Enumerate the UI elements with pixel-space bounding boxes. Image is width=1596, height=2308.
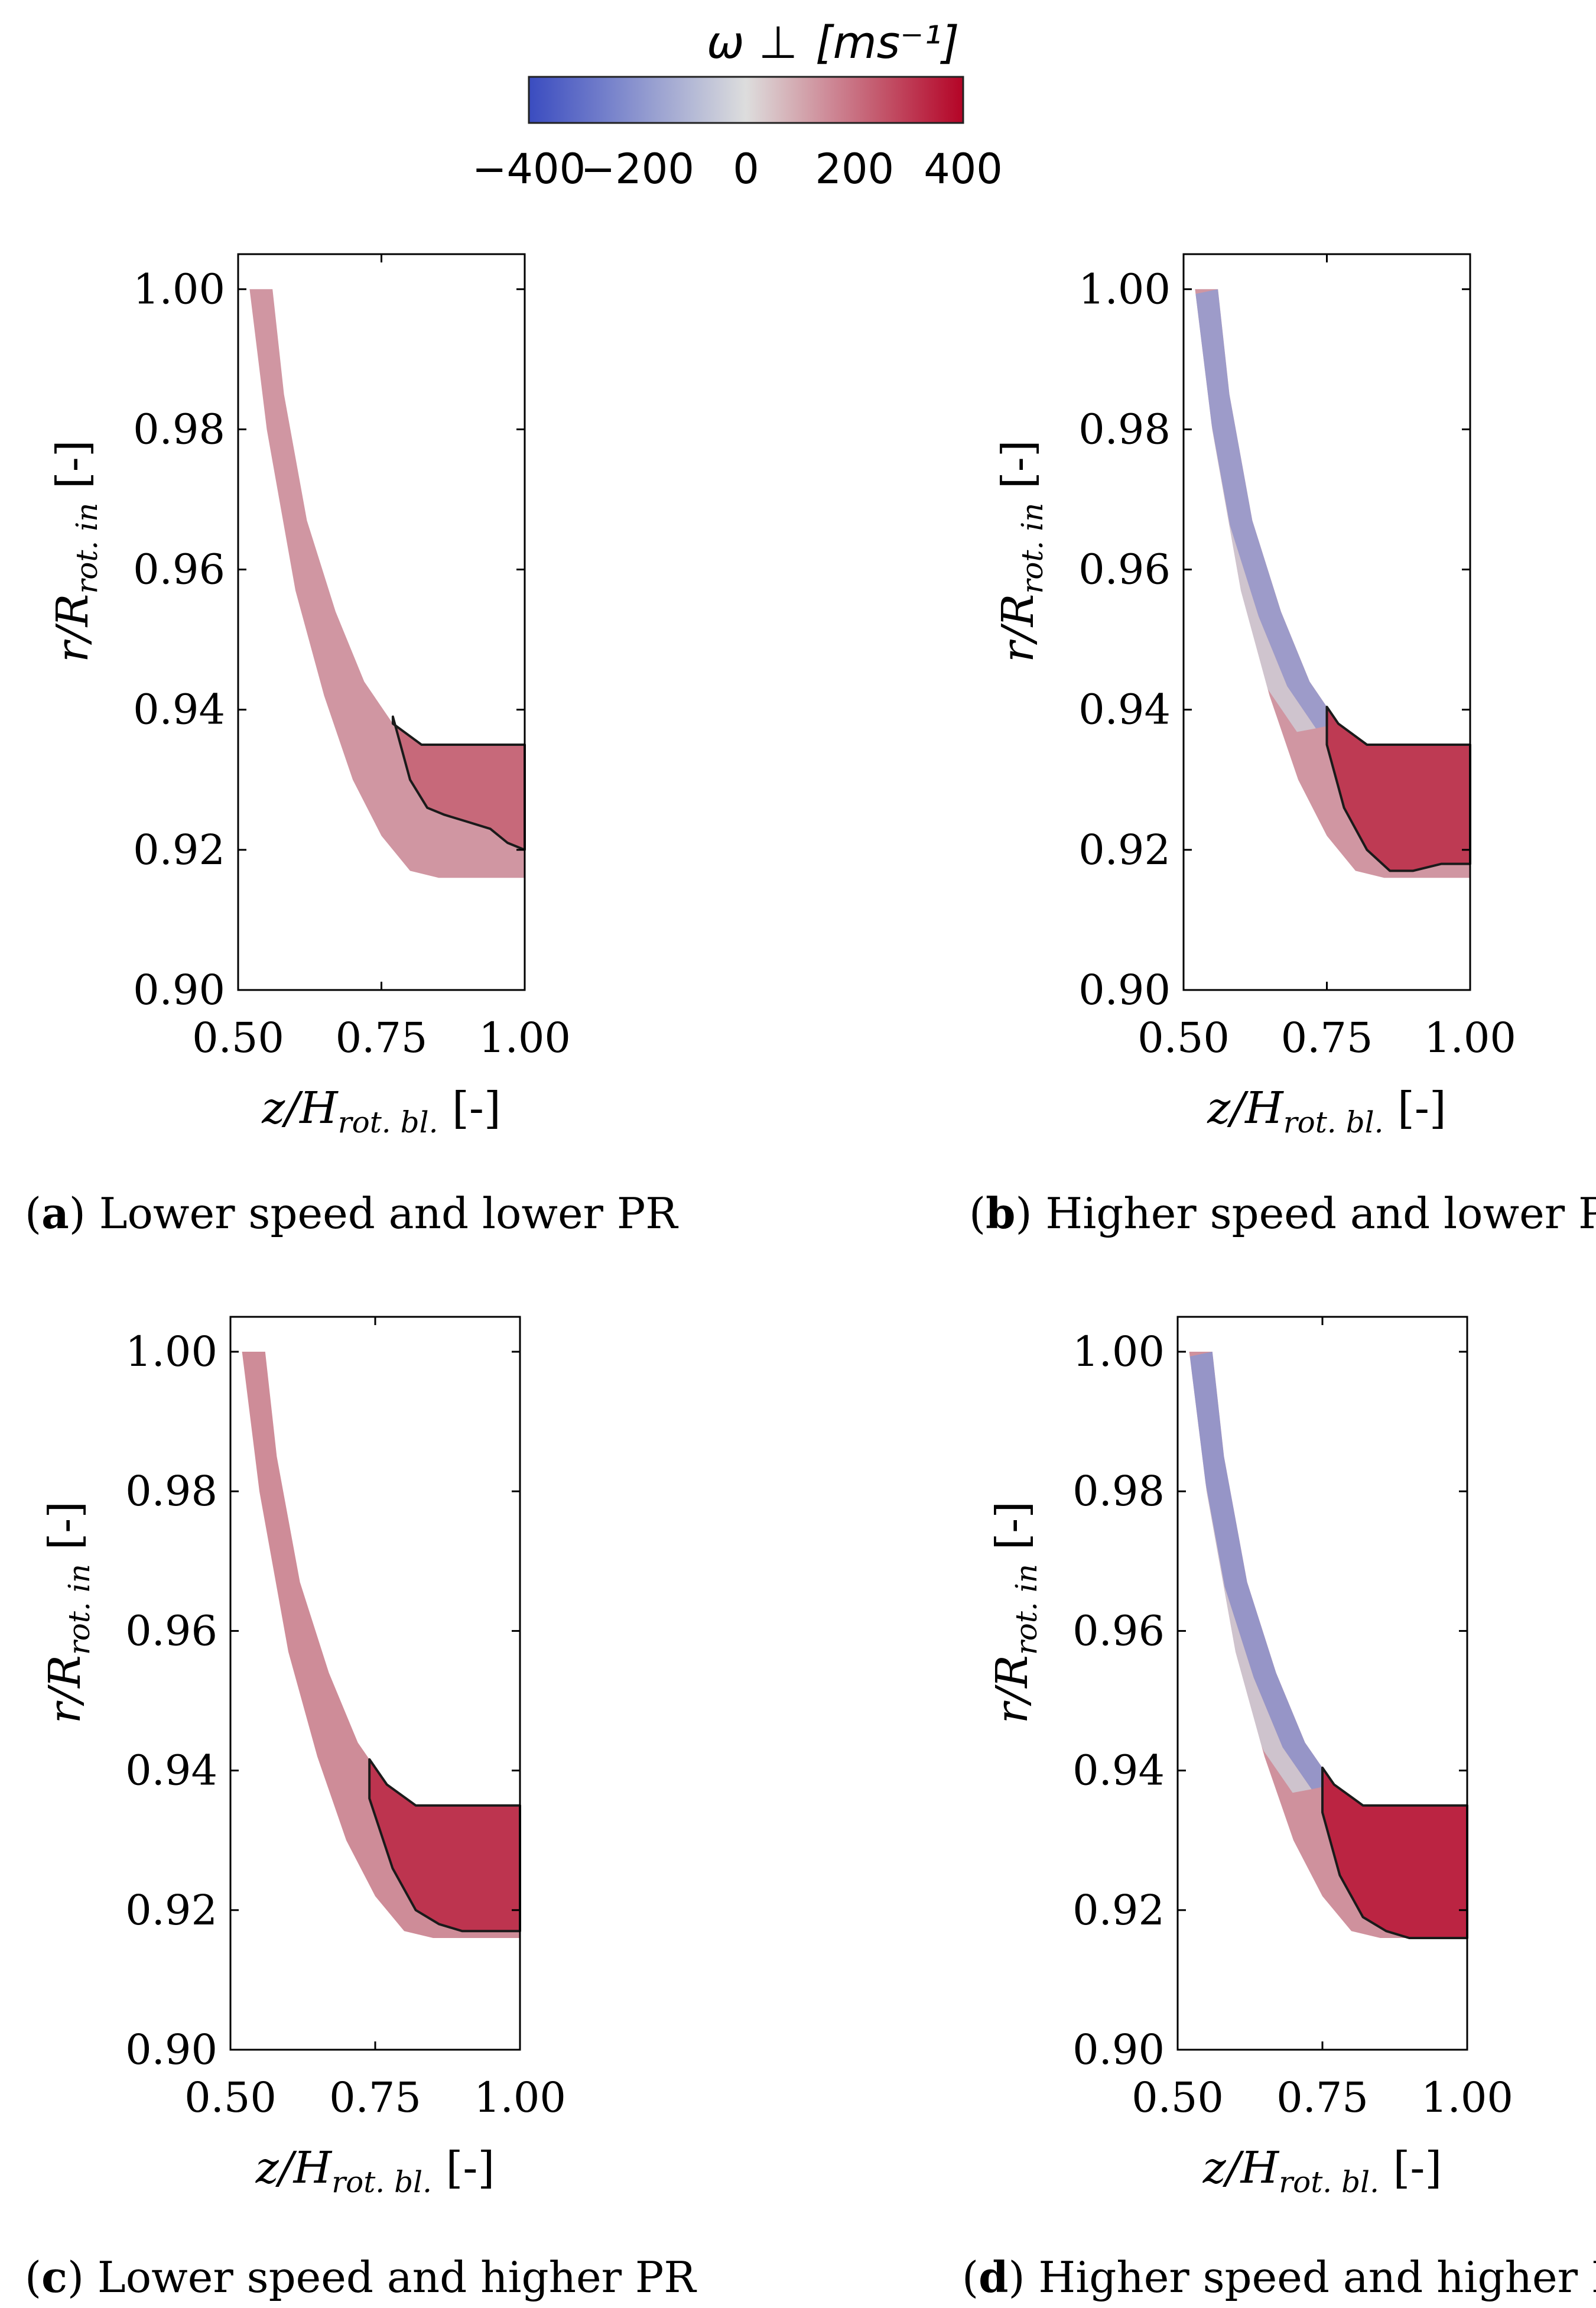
y-tick-label: 0.90 bbox=[1078, 966, 1171, 1014]
vorticity-field bbox=[242, 1352, 520, 1938]
panel-caption: (c) Lower speed and higher PR bbox=[25, 2252, 697, 2302]
field-base bbox=[249, 289, 525, 878]
axes-frame bbox=[1176, 1316, 1468, 2051]
cold-edge-band bbox=[1195, 289, 1338, 729]
y-tick-label: 0.92 bbox=[133, 826, 225, 874]
y-tick-label: 1.00 bbox=[1072, 1327, 1165, 1376]
x-tick-label: 1.00 bbox=[474, 2073, 566, 2122]
colorbar-tick-label: 400 bbox=[924, 145, 1003, 193]
x-axis-label: z/Hrot. bl. [-] bbox=[261, 1083, 501, 1140]
colorbar-gradient bbox=[528, 76, 964, 124]
x-tick-label: 1.00 bbox=[1424, 1014, 1516, 1062]
x-tick-label: 0.50 bbox=[1137, 1014, 1230, 1062]
panel-d: 0.90 0.92 0.94 0.96 0.98 1.00 0.50 0.75 1.00 z/Hr… bbox=[962, 1316, 1596, 2302]
y-tick-label: 0.98 bbox=[1072, 1467, 1165, 1515]
colorbar: ω ⊥ [ms⁻¹] −400−200 0 200 400 bbox=[472, 16, 1003, 193]
y-tick-label: 0.92 bbox=[1078, 826, 1171, 874]
y-tick-label: 0.94 bbox=[133, 686, 225, 734]
y-tick-label: 0.98 bbox=[133, 405, 225, 453]
x-tick-label: 0.50 bbox=[1132, 2073, 1224, 2122]
y-tick-label: 0.94 bbox=[1078, 686, 1171, 734]
y-tick-label: 0.90 bbox=[133, 966, 225, 1014]
y-tick-label: 0.98 bbox=[1078, 405, 1171, 453]
panel-a: 0.90 0.92 0.94 0.96 0.98 1.00 0.50 0.75 1.00 z/Hr… bbox=[25, 253, 678, 1238]
vorticity-field bbox=[249, 289, 525, 878]
y-tick-label: 0.90 bbox=[1072, 2025, 1165, 2074]
colorbar-tick-label: −400 bbox=[472, 145, 586, 193]
y-tick-label: 0.94 bbox=[125, 1747, 217, 1795]
tip-vortex-core bbox=[392, 716, 525, 850]
vortex-contour-line bbox=[1321, 1766, 1468, 1939]
vortex-contour-line bbox=[1325, 706, 1471, 872]
x-tick-label: 1.00 bbox=[1421, 2073, 1513, 2122]
x-tick-label: 0.50 bbox=[184, 2073, 277, 2122]
y-axis-label: r/Rrot. in [-] bbox=[47, 440, 104, 662]
field-base bbox=[1189, 1352, 1467, 1938]
axes-frame bbox=[237, 253, 526, 991]
cold-edge-band bbox=[1189, 1352, 1334, 1790]
y-tick-label: 0.96 bbox=[1072, 1606, 1165, 1655]
tip-vortex-core bbox=[1322, 1767, 1467, 1938]
colorbar-tick-label: −200 bbox=[581, 145, 694, 193]
x-tick-label: 0.75 bbox=[1276, 2073, 1369, 2122]
panel-c: 0.90 0.92 0.94 0.96 0.98 1.00 0.50 0.75 1.00 z/Hr… bbox=[25, 1316, 697, 2302]
y-tick-label: 0.96 bbox=[1078, 546, 1171, 594]
y-tick-label: 0.92 bbox=[125, 1886, 217, 1934]
vortex-contour-line bbox=[391, 715, 526, 851]
y-tick-label: 1.00 bbox=[1078, 265, 1171, 313]
x-tick-label: 0.75 bbox=[1281, 1014, 1373, 1062]
axes-frame bbox=[229, 1316, 521, 2051]
x-axis-label: z/Hrot. bl. [-] bbox=[255, 2143, 495, 2199]
x-tick-label: 1.00 bbox=[479, 1014, 571, 1062]
x-tick-label: 0.75 bbox=[336, 1014, 428, 1062]
y-axis-label: r/Rrot. in [-] bbox=[993, 440, 1049, 662]
y-tick-label: 0.96 bbox=[125, 1606, 217, 1655]
panel-caption: (a) Lower speed and lower PR bbox=[25, 1188, 678, 1238]
y-tick-label: 0.90 bbox=[125, 2025, 217, 2074]
colorbar-tick-label: 0 bbox=[733, 145, 759, 193]
y-tick-label: 1.00 bbox=[125, 1327, 217, 1376]
y-tick-label: 1.00 bbox=[133, 265, 225, 313]
y-tick-label: 0.92 bbox=[1072, 1886, 1165, 1934]
x-axis-label: z/Hrot. bl. [-] bbox=[1207, 1083, 1447, 1140]
field-base bbox=[1195, 289, 1470, 878]
panel-caption: (b) Higher speed and lower PR bbox=[969, 1188, 1596, 1238]
x-tick-label: 0.75 bbox=[329, 2073, 421, 2122]
y-tick-label: 0.96 bbox=[133, 546, 225, 594]
y-axis-label: r/Rrot. in [-] bbox=[40, 1501, 96, 1723]
y-axis-label: r/Rrot. in [-] bbox=[987, 1501, 1044, 1723]
field-base bbox=[242, 1352, 520, 1938]
colorbar-label: ω ⊥ bbox=[707, 16, 798, 69]
panel-b: 0.90 0.92 0.94 0.96 0.98 1.00 0.50 0.75 1.00 z/Hr… bbox=[969, 253, 1596, 1238]
axes-frame bbox=[1182, 253, 1471, 991]
x-axis-label: z/Hrot. bl. [-] bbox=[1202, 2143, 1442, 2199]
colorbar-tick-label: 200 bbox=[815, 145, 894, 193]
vorticity-field bbox=[1195, 289, 1470, 878]
vortex-contour-line bbox=[368, 1758, 521, 1933]
y-tick-label: 0.94 bbox=[1072, 1747, 1165, 1795]
panel-caption: (d) Higher speed and higher PR bbox=[962, 2252, 1596, 2302]
tip-vortex-core bbox=[1327, 707, 1470, 871]
vorticity-field bbox=[1189, 1352, 1467, 1938]
x-tick-label: 0.50 bbox=[192, 1014, 284, 1062]
tip-vortex-core bbox=[369, 1759, 520, 1932]
colorbar-unit: [ms⁻¹] bbox=[815, 16, 960, 69]
y-tick-label: 0.98 bbox=[125, 1467, 217, 1515]
